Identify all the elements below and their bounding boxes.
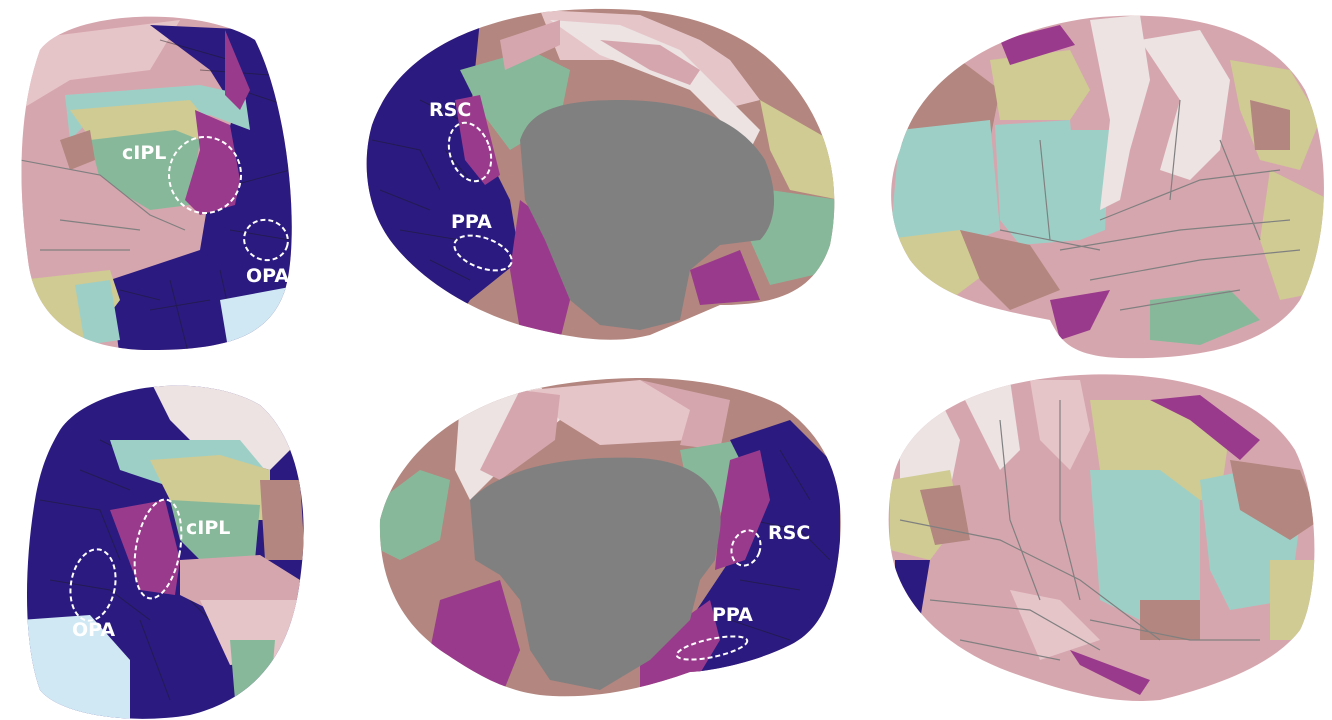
brain-panel-bottom-middle: RSC PPA xyxy=(379,378,841,697)
ppa-roi-outline xyxy=(453,234,513,272)
opa-label-bottom: OPA xyxy=(72,619,115,641)
rsc-roi-outline xyxy=(447,121,493,183)
ppa-label: PPA xyxy=(451,211,492,233)
cipl-label: cIPL xyxy=(122,142,166,164)
ppa-roi-outline-bottom xyxy=(675,635,749,661)
medial-wall xyxy=(520,100,775,330)
brain-panel-top-right xyxy=(891,15,1324,359)
opa-roi-outline-bottom xyxy=(69,548,117,622)
opa-label: OPA xyxy=(246,265,289,287)
rsc-label: RSC xyxy=(429,99,471,121)
brain-panel-top-left: cIPL OPA xyxy=(21,16,292,351)
rsc-label-bottom: RSC xyxy=(768,522,810,544)
rsc-roi-outline-bottom xyxy=(730,529,762,567)
cipl-roi-outline-bottom xyxy=(133,498,183,600)
ppa-label-bottom: PPA xyxy=(712,604,753,626)
brain-panel-top-middle: RSC PPA xyxy=(366,8,835,340)
cipl-label-bottom: cIPL xyxy=(186,517,230,539)
brain-panel-bottom-right xyxy=(888,374,1315,701)
cipl-roi-outline xyxy=(168,136,242,214)
opa-roi-outline xyxy=(243,218,289,262)
brain-panel-bottom-left: cIPL OPA xyxy=(26,385,304,719)
medial-wall-bottom xyxy=(470,457,721,690)
